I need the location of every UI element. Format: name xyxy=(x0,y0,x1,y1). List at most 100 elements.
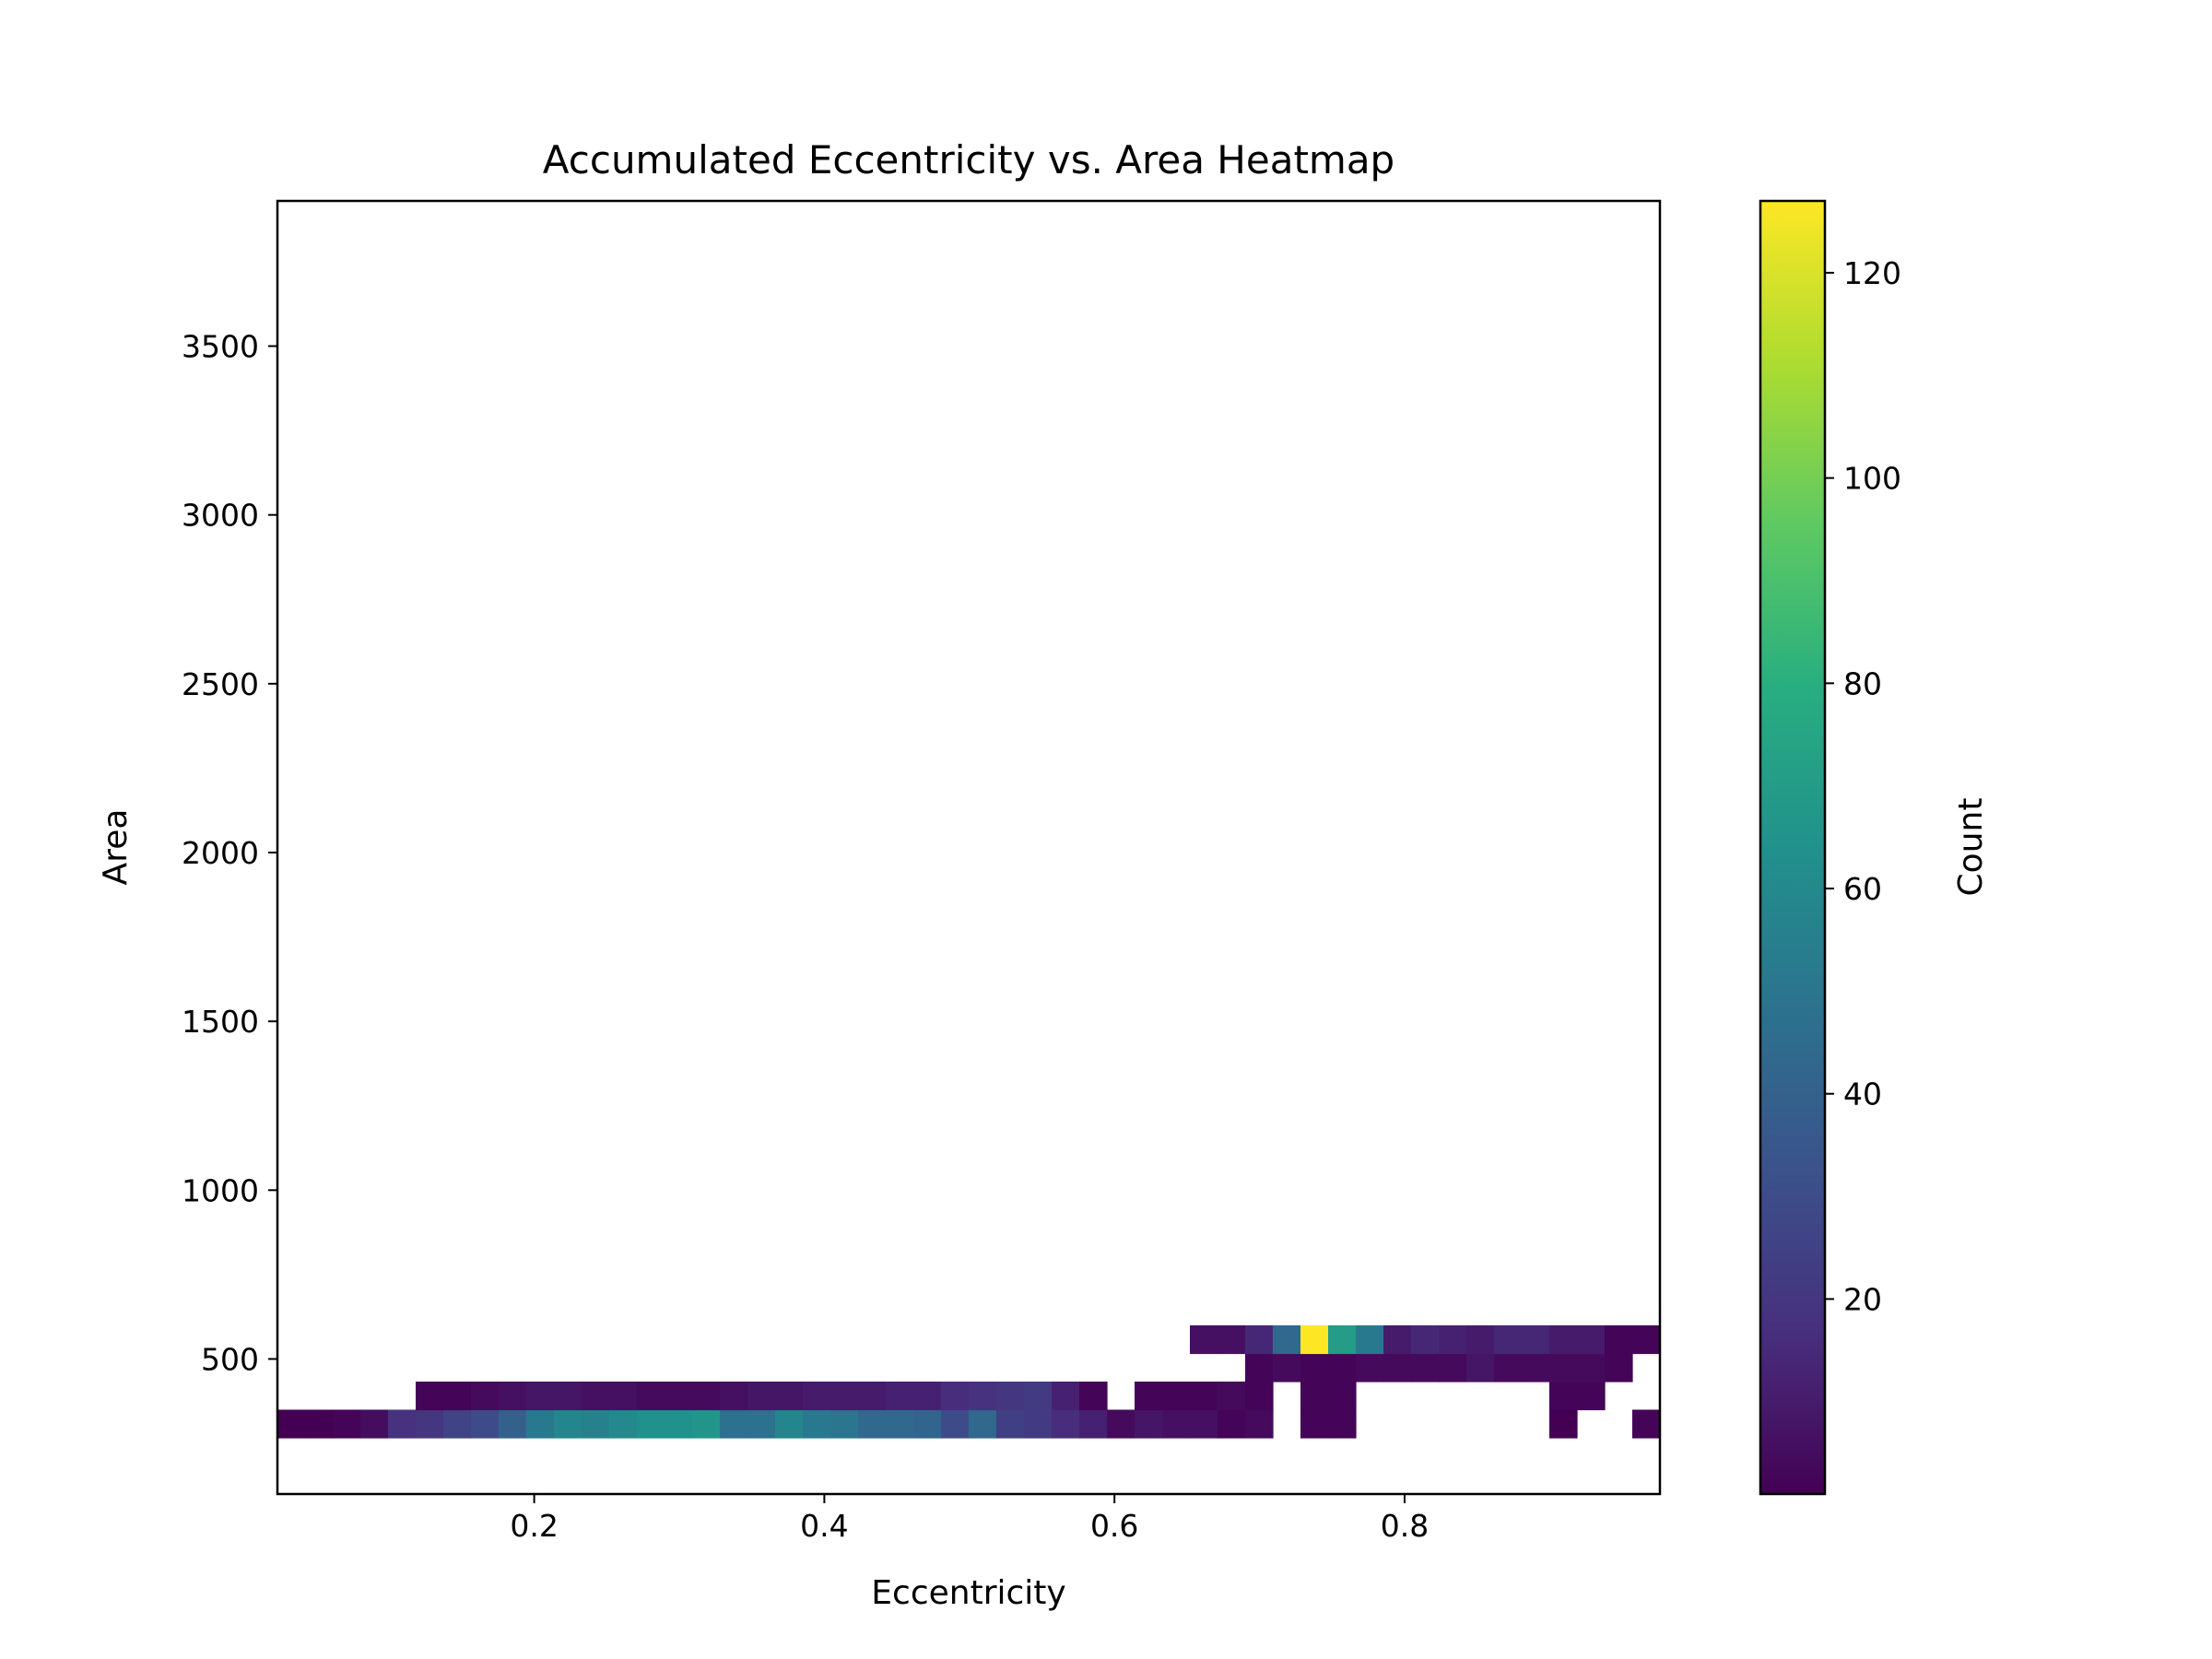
chart-title: Accumulated Eccentricity vs. Area Heatma… xyxy=(543,137,1394,182)
y-tick-label: 2000 xyxy=(182,835,259,871)
heatmap-cell xyxy=(443,1409,472,1439)
heatmap-cell xyxy=(637,1409,665,1439)
heatmap-cell xyxy=(526,1409,555,1439)
heatmap-cell xyxy=(1190,1409,1218,1439)
heatmap-cell xyxy=(499,1382,527,1411)
x-tick-label: 0.2 xyxy=(510,1508,558,1544)
heatmap-cell xyxy=(858,1409,887,1439)
heatmap-cell xyxy=(1632,1325,1661,1355)
heatmap-cell xyxy=(388,1409,417,1439)
heatmap-cell xyxy=(1466,1325,1495,1355)
heatmap-cell xyxy=(941,1382,970,1411)
heatmap-cell xyxy=(1411,1325,1440,1355)
heatmap-cell xyxy=(1522,1325,1550,1355)
heatmap-cell xyxy=(1300,1353,1329,1382)
heatmap-cell xyxy=(582,1382,610,1411)
heatmap-cell xyxy=(1439,1325,1467,1355)
heatmap-cell xyxy=(1356,1353,1384,1382)
heatmap-cell xyxy=(333,1409,361,1439)
heatmap-cell xyxy=(1411,1353,1440,1382)
heatmap-cell xyxy=(1356,1325,1384,1355)
y-axis: 500 1000 1500 2000 2500 3000 3500 xyxy=(182,329,277,1377)
heatmap-cell xyxy=(886,1382,914,1411)
heatmap-cell xyxy=(1218,1409,1246,1439)
heatmap-cell xyxy=(1549,1353,1578,1382)
heatmap-cell xyxy=(1024,1409,1053,1439)
heatmap-cell xyxy=(775,1382,804,1411)
heatmap-cell xyxy=(1024,1382,1053,1411)
heatmap-cell xyxy=(1383,1325,1412,1355)
x-axis-label: Eccentricity xyxy=(871,1574,1065,1612)
y-tick-label: 2500 xyxy=(182,666,259,702)
colorbar-ticks: 20 40 60 80 100 120 xyxy=(1825,255,1901,1317)
heatmap-cell xyxy=(747,1409,776,1439)
heatmap-cell xyxy=(1245,1382,1274,1411)
heatmap-cell xyxy=(305,1409,334,1439)
heatmap-cell xyxy=(913,1409,942,1439)
heatmap-cell xyxy=(1522,1353,1550,1382)
heatmap-cell xyxy=(858,1382,887,1411)
heatmap-cell xyxy=(803,1382,831,1411)
heatmap-cell xyxy=(1079,1409,1108,1439)
heatmap-cell xyxy=(720,1382,748,1411)
heatmap-cell xyxy=(1383,1353,1412,1382)
heatmap-cell xyxy=(277,1409,306,1439)
y-axis-label: Area xyxy=(97,809,135,886)
heatmap-cell xyxy=(554,1409,582,1439)
y-tick-label: 1000 xyxy=(182,1172,259,1208)
heatmap-cell xyxy=(1218,1382,1246,1411)
heatmap-cell xyxy=(1494,1325,1523,1355)
colorbar-tick-label: 100 xyxy=(1843,461,1901,497)
heatmap-cell xyxy=(1135,1409,1163,1439)
heatmap-cell xyxy=(1107,1409,1135,1439)
colorbar-tick-label: 20 xyxy=(1843,1281,1882,1317)
y-tick-label: 1500 xyxy=(182,1004,259,1040)
heatmap-cell xyxy=(941,1409,970,1439)
heatmap-cell xyxy=(996,1382,1025,1411)
heatmap-cell xyxy=(1052,1382,1080,1411)
colorbar-tick-label: 40 xyxy=(1843,1077,1882,1112)
y-tick-label: 3000 xyxy=(182,498,259,534)
heatmap-cell xyxy=(775,1409,804,1439)
x-tick-label: 0.8 xyxy=(1381,1508,1429,1544)
heatmap-cell xyxy=(1549,1325,1578,1355)
heatmap-cell xyxy=(830,1409,859,1439)
heatmap-cell xyxy=(1439,1353,1467,1382)
heatmap-cell xyxy=(609,1382,638,1411)
heatmap-cell xyxy=(471,1409,500,1439)
heatmap-cell xyxy=(1190,1382,1218,1411)
heatmap-cell xyxy=(554,1382,582,1411)
heatmap-cell xyxy=(747,1382,776,1411)
heatmap-cell xyxy=(692,1409,721,1439)
heatmap-cell xyxy=(582,1409,610,1439)
heatmap-cell xyxy=(1162,1409,1191,1439)
heatmap-cell xyxy=(830,1382,859,1411)
heatmap-cell xyxy=(499,1409,527,1439)
heatmap-cell xyxy=(886,1409,914,1439)
heatmap-cell xyxy=(526,1382,555,1411)
heatmap-cell xyxy=(471,1382,500,1411)
heatmap-cell xyxy=(969,1409,997,1439)
heatmap-cell xyxy=(1052,1409,1080,1439)
heatmap-cell xyxy=(1632,1409,1661,1439)
heatmap-cell xyxy=(1549,1409,1578,1439)
colorbar-tick-label: 60 xyxy=(1843,871,1882,907)
heatmap-cell xyxy=(1300,1382,1329,1411)
colorbar xyxy=(1759,199,1827,1496)
heatmap-cell xyxy=(1328,1409,1357,1439)
heatmap-cell xyxy=(1549,1382,1578,1411)
heatmap-cell xyxy=(1605,1353,1633,1382)
heatmap-cell xyxy=(969,1382,997,1411)
colorbar-label: Count xyxy=(1952,798,1990,897)
heatmap-cell xyxy=(1577,1353,1606,1382)
heatmap-cell xyxy=(1466,1353,1495,1382)
colorbar-tick-label: 80 xyxy=(1843,665,1882,701)
heatmap-cell xyxy=(1273,1325,1301,1355)
heatmap-cells xyxy=(277,1325,1661,1439)
heatmap-cell xyxy=(1300,1325,1329,1355)
heatmap-cell xyxy=(665,1409,693,1439)
heatmap-cell xyxy=(665,1382,693,1411)
heatmap-cell xyxy=(720,1409,748,1439)
heatmap-cell xyxy=(1328,1353,1357,1382)
